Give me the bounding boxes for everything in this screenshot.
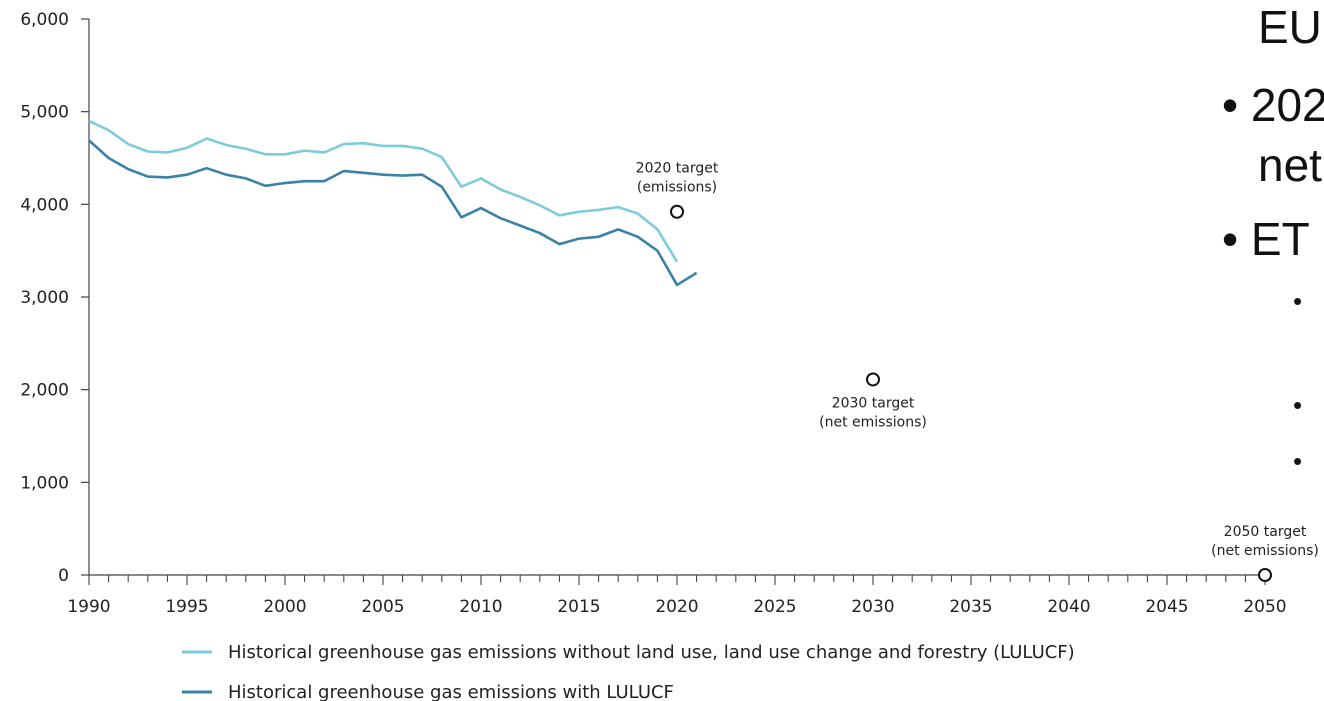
y-tick-label: 3,000 <box>20 288 69 308</box>
x-tick-label: 2035 <box>949 597 992 617</box>
x-tick-label: 2000 <box>263 597 306 617</box>
legend-label-2: Historical greenhouse gas emissions with… <box>228 682 674 701</box>
target-label-2-line-1: 2030 target <box>832 395 915 411</box>
y-tick-label: 6,000 <box>20 10 69 30</box>
x-tick-label: 1995 <box>165 597 208 617</box>
y-tick-label: 1,000 <box>20 473 69 493</box>
target-label-1-line-1: 2020 target <box>636 161 719 177</box>
y-tick-label: 4,000 <box>20 195 69 215</box>
slide-sub-bullet-3: • <box>1293 446 1303 476</box>
x-tick-label: 2025 <box>753 597 796 617</box>
slide-heading-fragment: EU <box>1258 1 1322 53</box>
chart-targets: 2020 target (emissions) 2030 target (net em… <box>636 161 1319 582</box>
chart-axes: 0 1,000 2,000 3,000 4,000 5,000 6,000 1990 1995 2… <box>20 10 1286 617</box>
series-line-1 <box>88 119 679 263</box>
chart-legend: Historical greenhouse gas emissions with… <box>182 642 1075 701</box>
slide-bullet-2-line-1: • ET <box>1222 213 1310 265</box>
legend-label-1: Historical greenhouse gas emissions with… <box>228 642 1075 663</box>
y-tick-label: 2,000 <box>20 381 69 401</box>
target-label-3-line-1: 2050 target <box>1224 524 1307 540</box>
chart-series <box>88 119 698 287</box>
series-line-2 <box>88 139 698 287</box>
target-marker-3 <box>1258 568 1272 582</box>
target-marker-1 <box>670 204 684 219</box>
x-tick-label: 2015 <box>557 597 600 617</box>
target-marker-2 <box>866 372 880 387</box>
y-tick-label: 5,000 <box>20 103 69 123</box>
x-tick-label: 1990 <box>67 597 110 617</box>
x-tick-label: 2050 <box>1243 597 1286 617</box>
x-tick-label: 2020 <box>655 597 698 617</box>
x-tick-label: 2045 <box>1145 597 1188 617</box>
target-label-2-line-2: (net emissions) <box>819 414 927 430</box>
x-tick-label: 2010 <box>459 597 502 617</box>
target-label-1-line-2: (emissions) <box>637 180 717 196</box>
x-tick-label: 2005 <box>361 597 404 617</box>
y-tick-label: 0 <box>58 566 69 586</box>
x-tick-label: 2040 <box>1047 597 1090 617</box>
slide-sub-bullet-2: • <box>1293 390 1303 420</box>
slide-bullet-1-line-2: net <box>1258 139 1322 191</box>
target-label-3-line-2: (net emissions) <box>1211 543 1319 559</box>
slide-sub-bullet-1: • <box>1293 286 1303 316</box>
slide-bullet-1-line-1: • 202 <box>1222 79 1324 131</box>
x-tick-label: 2030 <box>851 597 894 617</box>
